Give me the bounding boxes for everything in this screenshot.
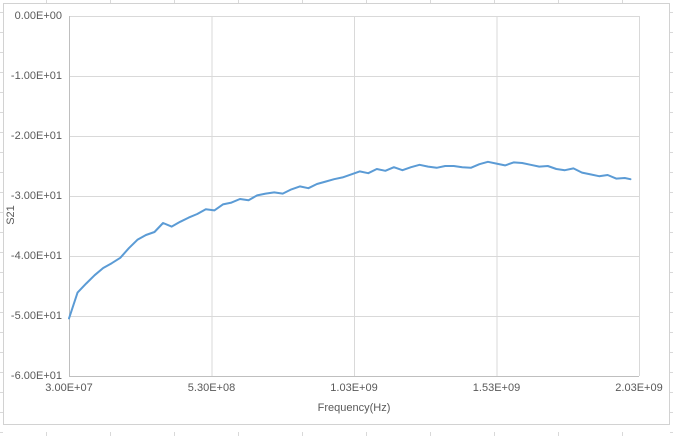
x-tick-label: 2.03E+09: [615, 382, 663, 394]
x-axis-title: Frequency(Hz): [317, 402, 391, 414]
plot-svg: [68, 16, 640, 377]
y-tick-label: -6.00E+01: [10, 370, 62, 382]
y-tick-label: -4.00E+01: [10, 250, 62, 262]
x-tick-label: 5.30E+08: [187, 382, 236, 394]
y-tick-label: 0.00E+00: [14, 10, 62, 22]
chart-area[interactable]: 0.00E+00 -1.00E+01 -2.00E+01 -3.00E+01 -4.00…: [3, 3, 670, 425]
x-tick-label: 1.03E+09: [330, 382, 378, 394]
y-tick-label: -3.00E+01: [10, 190, 62, 202]
x-tick-label: 3.00E+07: [45, 382, 93, 394]
y-tick-label: -2.00E+01: [10, 130, 62, 142]
y-tick-label: -5.00E+01: [10, 310, 62, 322]
x-tick-label: 1.53E+09: [472, 382, 521, 394]
series-line-S21: [68, 160, 632, 320]
y-tick-label: -1.00E+01: [10, 70, 62, 82]
y-axis-title: S21: [5, 205, 17, 225]
worksheet-gridline-stubs-bottom: [0, 432, 673, 436]
